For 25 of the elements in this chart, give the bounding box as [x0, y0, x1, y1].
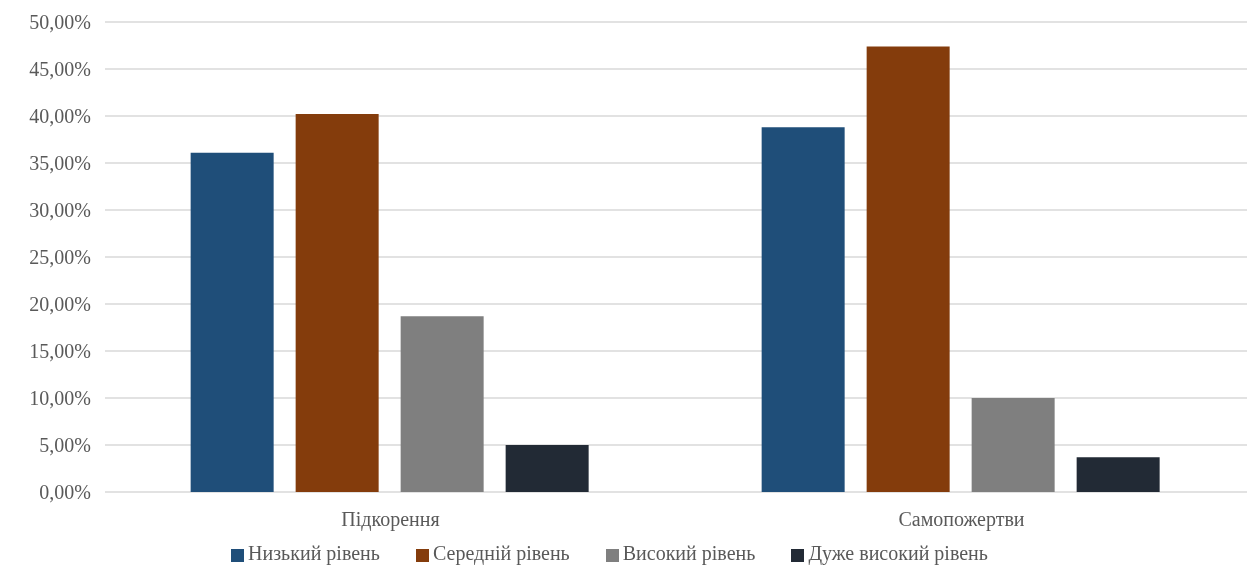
y-tick-label: 0,00%: [39, 481, 91, 504]
bar: [866, 46, 950, 492]
bar: [295, 114, 379, 492]
y-tick-label: 45,00%: [29, 58, 91, 81]
y-tick-label: 30,00%: [29, 199, 91, 222]
bar: [761, 127, 845, 492]
x-tick-label: Самопожертви: [898, 508, 1025, 532]
bar: [505, 445, 589, 492]
bar: [1076, 457, 1160, 492]
y-tick-label: 5,00%: [39, 434, 91, 457]
bar: [400, 316, 484, 492]
legend-label: Дуже високий рівень: [808, 542, 988, 564]
y-tick-label: 25,00%: [29, 246, 91, 269]
legend-label: Високий рівень: [622, 542, 756, 564]
bar: [190, 152, 274, 492]
bar: [971, 398, 1055, 492]
y-tick-label: 35,00%: [29, 152, 91, 175]
x-tick-label: Підкорення: [341, 508, 440, 532]
y-tick-label: 50,00%: [29, 11, 91, 34]
y-tick-label: 20,00%: [29, 293, 91, 316]
y-tick-label: 40,00%: [29, 105, 91, 128]
y-tick-label: 10,00%: [29, 387, 91, 410]
y-tick-label: 15,00%: [29, 340, 91, 363]
legend-label: Низький рівень: [248, 542, 380, 564]
legend-label: Середній рівень: [432, 542, 570, 564]
